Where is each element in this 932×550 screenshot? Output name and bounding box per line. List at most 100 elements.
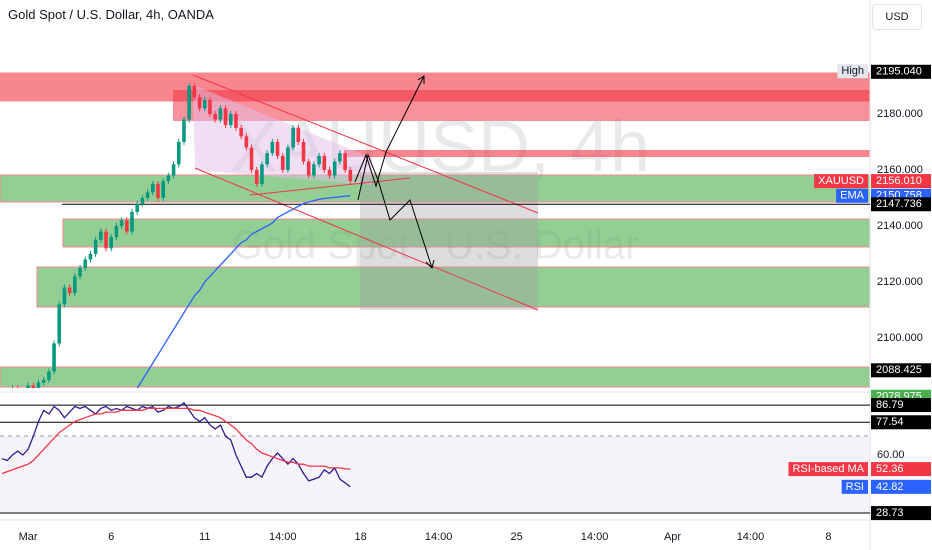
candle bbox=[140, 197, 145, 204]
rsi-line bbox=[1, 401, 351, 488]
candle bbox=[254, 169, 259, 184]
candle bbox=[78, 267, 82, 277]
trend-line bbox=[249, 177, 411, 196]
candle bbox=[156, 183, 160, 198]
candle bbox=[202, 99, 207, 109]
x-tick-label: 8 bbox=[825, 531, 831, 543]
candle bbox=[125, 220, 129, 232]
x-tick-label: 6 bbox=[108, 531, 114, 543]
price-label: 2078.975 bbox=[876, 391, 922, 403]
candle bbox=[11, 388, 15, 396]
price-label-box bbox=[871, 415, 931, 430]
price-label-name-box bbox=[788, 462, 868, 477]
candle bbox=[239, 127, 243, 137]
candle bbox=[109, 237, 114, 249]
price-label: 77.54 bbox=[876, 416, 904, 428]
resistance-zone bbox=[345, 150, 870, 157]
price-label: 2147.736 bbox=[876, 198, 922, 210]
candle bbox=[62, 287, 67, 305]
price-label-name: High bbox=[841, 65, 864, 77]
y-tick-label: 2180.000 bbox=[877, 108, 923, 120]
currency-button[interactable]: USD bbox=[872, 4, 922, 30]
candle bbox=[114, 225, 119, 238]
x-tick-label: 18 bbox=[355, 531, 367, 543]
candle bbox=[150, 183, 155, 193]
candle bbox=[338, 153, 342, 162]
price-label: 42.82 bbox=[876, 481, 904, 493]
price-label-name-box bbox=[837, 64, 868, 79]
candle bbox=[16, 388, 20, 394]
candle bbox=[249, 147, 254, 170]
ema-line bbox=[136, 195, 351, 388]
x-tick-label: 14:00 bbox=[581, 531, 609, 543]
candle bbox=[145, 192, 150, 198]
price-label: 2195.040 bbox=[876, 66, 922, 78]
support-zone bbox=[0, 366, 870, 388]
candle bbox=[88, 253, 93, 260]
price-label: 2150.758 bbox=[876, 190, 922, 202]
price-label-box bbox=[871, 363, 931, 378]
candle bbox=[47, 371, 51, 380]
price-label-box bbox=[871, 506, 931, 521]
support-zone bbox=[36, 266, 870, 308]
candle bbox=[21, 391, 25, 394]
candle bbox=[197, 97, 202, 109]
candle bbox=[130, 211, 134, 232]
candle bbox=[260, 164, 264, 184]
candle bbox=[36, 382, 41, 388]
y-tick-label: 2140.000 bbox=[877, 220, 923, 232]
arrow bbox=[357, 153, 433, 269]
zones bbox=[0, 72, 870, 388]
arrow-head bbox=[425, 259, 435, 269]
price-label-name: EMA bbox=[840, 190, 865, 202]
candle bbox=[270, 141, 275, 154]
price-label-box bbox=[871, 188, 931, 203]
candle bbox=[41, 379, 46, 383]
candle bbox=[99, 231, 103, 240]
price-label-box bbox=[871, 479, 931, 494]
price-label-box bbox=[871, 197, 931, 212]
price-label: 52.36 bbox=[876, 463, 904, 475]
x-tick-label: Mar bbox=[19, 531, 38, 543]
candle bbox=[213, 113, 217, 120]
candle bbox=[317, 155, 321, 165]
candle bbox=[73, 276, 77, 294]
candle bbox=[57, 304, 62, 344]
price-label: 2195.235 bbox=[876, 65, 922, 77]
candle bbox=[306, 161, 311, 176]
channel-line bbox=[194, 167, 539, 311]
candle bbox=[135, 203, 140, 212]
support-zone bbox=[62, 218, 870, 248]
candle bbox=[228, 113, 233, 126]
candle bbox=[187, 85, 191, 120]
candle bbox=[275, 141, 280, 156]
price-label: 2156.010 bbox=[876, 175, 922, 187]
candle bbox=[192, 85, 197, 98]
candle bbox=[291, 127, 295, 148]
watermark-symbol: XAUUSD, 4h bbox=[230, 107, 650, 187]
price-label-box bbox=[871, 398, 931, 413]
candle bbox=[52, 343, 56, 372]
candle bbox=[119, 220, 124, 226]
candle bbox=[286, 147, 290, 170]
x-tick-label: 14:00 bbox=[269, 531, 297, 543]
price-label: 28.73 bbox=[876, 507, 904, 519]
candle bbox=[26, 385, 30, 388]
candle bbox=[5, 394, 9, 397]
candle bbox=[234, 113, 238, 128]
price-label-name-box bbox=[836, 188, 868, 203]
price-label-name-box bbox=[841, 479, 868, 494]
price-label-box bbox=[871, 174, 931, 189]
x-tick-label: 14:00 bbox=[425, 531, 453, 543]
support-zone bbox=[0, 174, 870, 203]
resistance-zone bbox=[173, 90, 870, 121]
candle bbox=[343, 153, 347, 170]
projection-box bbox=[360, 172, 538, 310]
price-pane bbox=[5, 82, 870, 397]
candle bbox=[104, 231, 108, 249]
price-label: 86.79 bbox=[876, 399, 904, 411]
y-tick-label: 2160.000 bbox=[877, 164, 923, 176]
candle bbox=[166, 175, 171, 182]
